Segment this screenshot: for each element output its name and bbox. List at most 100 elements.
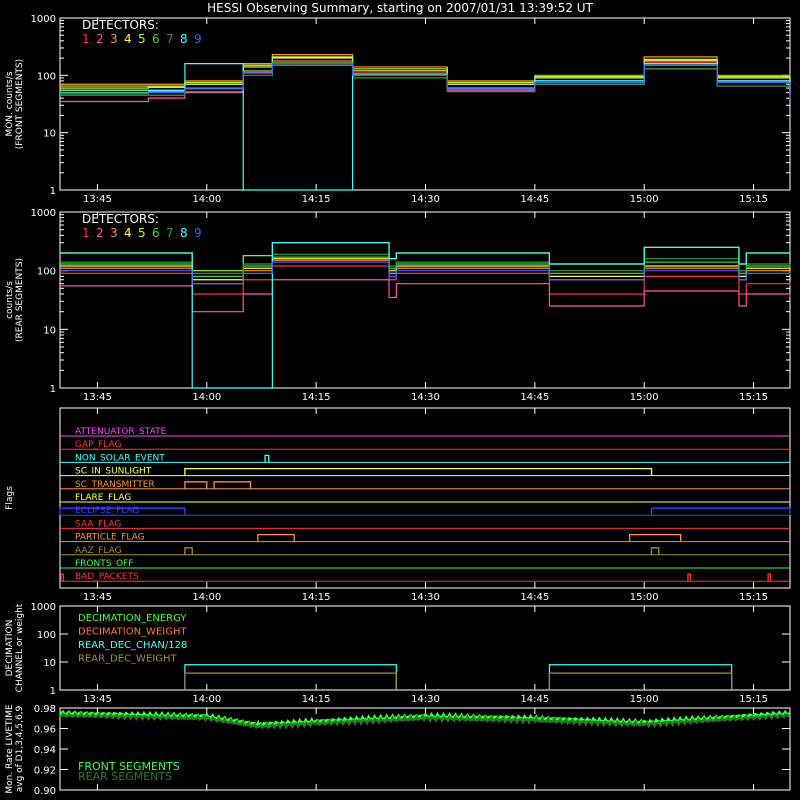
legend-entry: 1 xyxy=(82,226,90,240)
decimation-step xyxy=(184,672,397,690)
x-tick-label: 13:45 xyxy=(83,694,112,705)
x-tick-label: 14:45 xyxy=(520,194,549,205)
flag-segment xyxy=(264,454,270,463)
series-line-det-2 xyxy=(60,279,791,313)
y-tick-label: 0.92 xyxy=(34,766,56,777)
series-line-det-9 xyxy=(60,63,791,97)
decimation-step xyxy=(548,664,733,690)
x-tick-label: 15:15 xyxy=(739,194,768,205)
x-tick-label: 14:30 xyxy=(411,392,440,403)
legend-entry: REAR SEGMENTS xyxy=(78,770,172,783)
legend-entry: 3 xyxy=(110,32,118,46)
legend-entry: FRONT SEGMENTS xyxy=(78,760,180,773)
y-tick-label: 0.98 xyxy=(34,704,56,715)
legend-entry: 7 xyxy=(166,226,174,240)
y-axis-label: Mon. Rate LIVETIME xyxy=(5,704,15,794)
x-tick-label: 13:45 xyxy=(83,392,112,403)
x-tick-label: 14:45 xyxy=(520,592,549,603)
series-line-det-5 xyxy=(60,56,791,91)
x-tick-label: 14:15 xyxy=(302,592,331,603)
legend-entry: REAR_DEC_CHAN/128 xyxy=(78,640,187,651)
series-line-det-8 xyxy=(60,63,791,191)
y-tick-label: 100 xyxy=(37,71,56,82)
y-tick-label: 1000 xyxy=(31,602,56,613)
flag-segment xyxy=(767,573,772,582)
flag-segment xyxy=(257,533,295,542)
x-tick-label: 15:00 xyxy=(630,194,659,205)
y-axis-label: avg of D1,3,4,5,6,9 xyxy=(15,705,25,792)
legend-entry: 9 xyxy=(194,32,202,46)
legend-entry: 2 xyxy=(96,226,104,240)
series-line-det-3 xyxy=(60,53,791,89)
legend-entry: 6 xyxy=(152,226,160,240)
y-tick-label: 100 xyxy=(37,630,56,641)
flag-segment xyxy=(213,481,252,489)
x-tick-label: 14:15 xyxy=(302,694,331,705)
x-tick-label: 14:00 xyxy=(192,592,221,603)
flag-segment xyxy=(650,547,660,555)
x-tick-label: 15:15 xyxy=(739,392,768,403)
legend-entry: 9 xyxy=(194,226,202,240)
flag-segment xyxy=(628,533,682,542)
flag-segment xyxy=(184,481,208,489)
x-tick-label: 15:00 xyxy=(630,592,659,603)
legend-entry: 7 xyxy=(166,32,174,46)
y-axis-label: DECIMATION xyxy=(5,620,15,677)
flag-label: ECLIPSE_FLAG xyxy=(75,506,139,516)
x-tick-label: 14:45 xyxy=(520,694,549,705)
y-tick-label: 10 xyxy=(43,658,56,669)
y-tick-label: 100 xyxy=(37,267,56,278)
flag-label: SC_IN_SUNLIGHT xyxy=(75,467,152,477)
legend-entry: 3 xyxy=(110,226,118,240)
x-tick-label: 14:30 xyxy=(411,592,440,603)
y-tick-label: 1 xyxy=(50,384,56,395)
flag-label: GAP_FLAG xyxy=(75,440,121,450)
x-tick-label: 15:15 xyxy=(739,592,768,603)
x-tick-label: 14:00 xyxy=(192,694,221,705)
panel-frame xyxy=(59,407,791,589)
y-axis-label: Flags xyxy=(5,486,15,510)
livetime-line xyxy=(59,711,791,730)
flag-segment xyxy=(687,573,692,582)
y-axis-label: counts/s xyxy=(5,281,15,319)
y-axis-label: (REAR SEGMENTS) xyxy=(15,258,25,342)
legend-title: DETECTORS: xyxy=(82,18,159,32)
y-tick-label: 0.94 xyxy=(34,745,56,756)
x-tick-label: 14:00 xyxy=(192,194,221,205)
flag-label: FRONTS_OFF xyxy=(75,559,133,569)
series-line-det-7 xyxy=(60,64,791,99)
series-line-det-8 xyxy=(60,242,791,389)
decimation-step xyxy=(184,664,397,690)
flag-segment xyxy=(650,507,791,516)
flag-segment xyxy=(184,547,193,555)
y-tick-label: 1000 xyxy=(31,14,56,25)
flag-label: PARTICLE_FLAG xyxy=(75,533,145,543)
y-tick-label: 10 xyxy=(43,129,56,140)
y-axis-label: CHANNEL or weight xyxy=(15,603,25,692)
legend-entry: 5 xyxy=(138,226,146,240)
x-tick-label: 14:30 xyxy=(411,694,440,705)
x-tick-label: 13:45 xyxy=(83,194,112,205)
chart-title: HESSI Observing Summary, starting on 200… xyxy=(207,1,593,15)
flag-label: NON_SOLAR_EVENT xyxy=(75,453,165,463)
legend-entry: REAR_DEC_WEIGHT xyxy=(78,654,177,665)
legend-entry: 6 xyxy=(152,32,160,46)
legend-entry: 4 xyxy=(124,32,132,46)
y-tick-label: 1000 xyxy=(31,208,56,219)
x-tick-label: 14:45 xyxy=(520,392,549,403)
x-tick-label: 14:00 xyxy=(192,392,221,403)
x-tick-label: 15:15 xyxy=(739,694,768,705)
series-line-det-7 xyxy=(60,253,791,274)
legend-entry: DECIMATION_ENERGY xyxy=(78,613,187,624)
y-axis-label: (FRONT SEGMENTS) xyxy=(15,59,25,149)
flag-label: SAA_FLAG xyxy=(75,519,121,529)
legend-entry: 1 xyxy=(82,32,90,46)
x-tick-label: 14:15 xyxy=(302,194,331,205)
legend-entry: 4 xyxy=(124,226,132,240)
y-tick-label: 10 xyxy=(43,325,56,336)
legend-entry: 5 xyxy=(138,32,146,46)
flag-segment xyxy=(184,467,653,476)
flag-label: ATTENUATOR_STATE xyxy=(75,427,167,437)
legend-title: DETECTORS: xyxy=(82,212,159,226)
flag-label: SC_TRANSMITTER xyxy=(75,480,155,490)
